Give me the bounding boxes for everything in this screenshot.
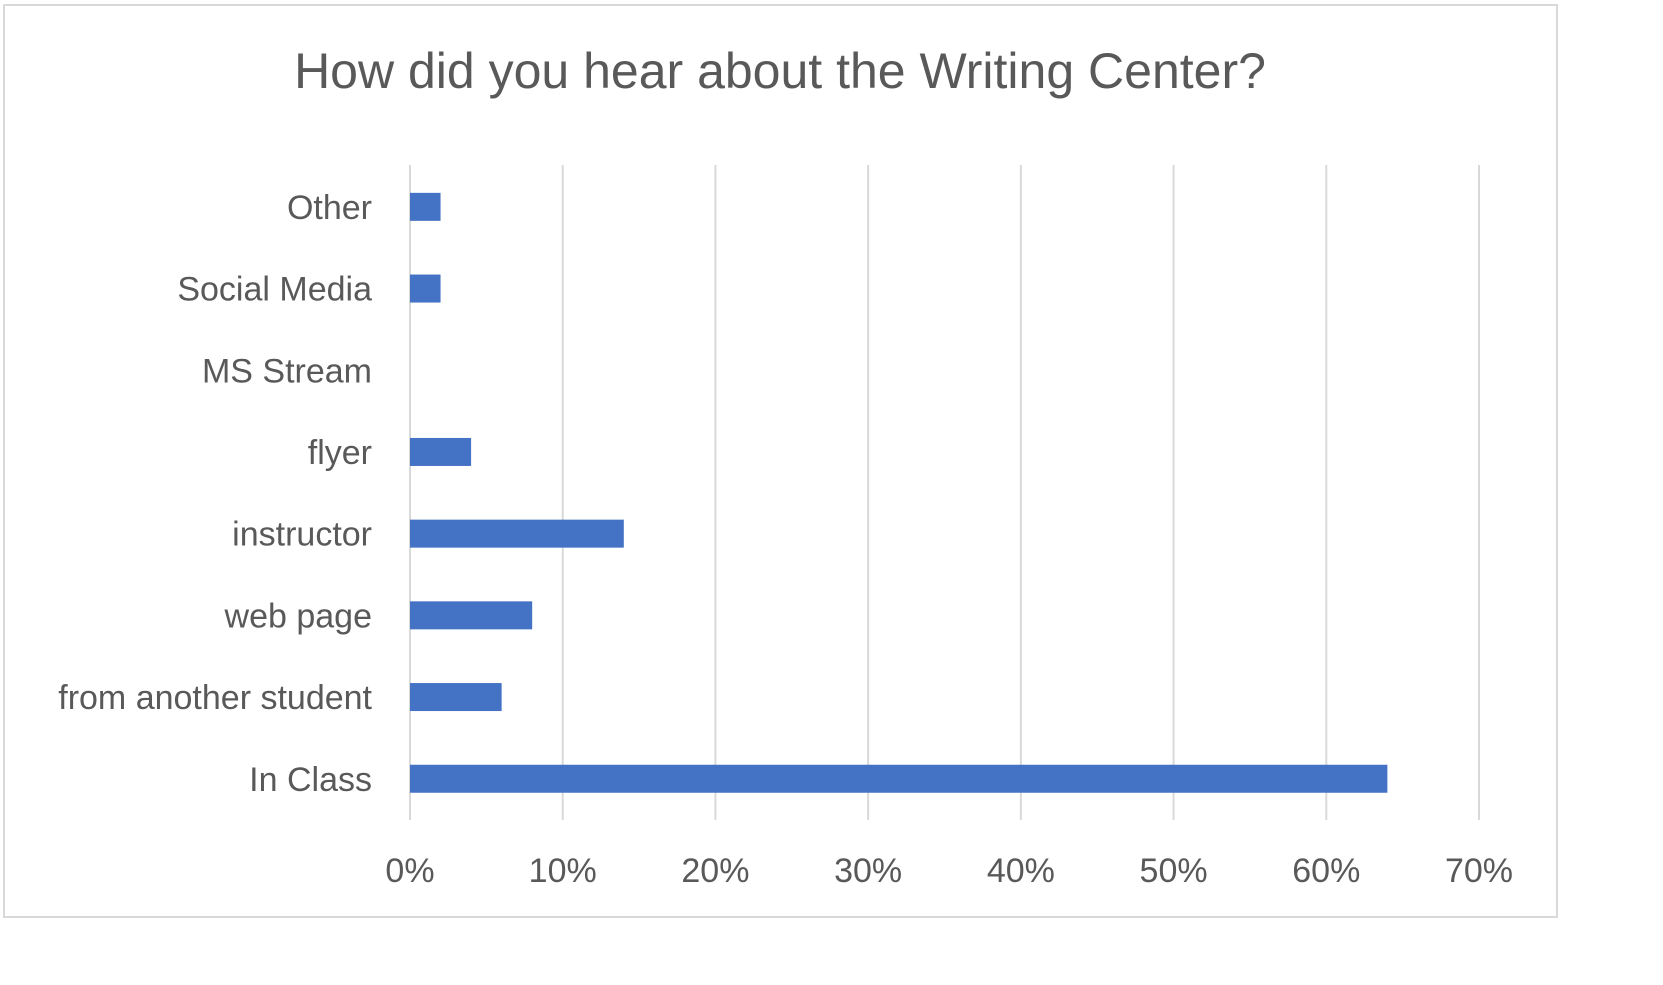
- x-tick-label: 40%: [987, 852, 1055, 890]
- category-label: web page: [224, 597, 372, 635]
- category-label: In Class: [249, 761, 372, 799]
- category-labels: Other Social Media MS Stream flyer instructo…: [58, 189, 372, 799]
- bar: [410, 192, 441, 221]
- bar: [410, 601, 533, 630]
- chart-title: How did you hear about the Writing Cente…: [294, 43, 1266, 99]
- category-label: flyer: [308, 434, 372, 472]
- x-tick-label: 50%: [1140, 852, 1208, 890]
- bar: [410, 519, 624, 548]
- x-tick-label: 10%: [529, 852, 597, 890]
- x-tick-label: 60%: [1292, 852, 1360, 890]
- category-label: from another student: [58, 679, 372, 717]
- bar: [410, 683, 502, 712]
- x-tick-label: 30%: [834, 852, 902, 890]
- category-label: Social Media: [177, 271, 372, 309]
- x-tick-label: 20%: [681, 852, 749, 890]
- gridlines: [409, 165, 1480, 820]
- bar: [410, 274, 441, 303]
- category-label: MS Stream: [202, 352, 372, 390]
- category-label: instructor: [232, 516, 372, 554]
- bar: [410, 437, 472, 466]
- bar: [410, 764, 1388, 793]
- bars: [410, 192, 1388, 793]
- x-tick-label: 70%: [1445, 852, 1513, 890]
- category-label: Other: [287, 189, 372, 227]
- x-tick-label: 0%: [385, 852, 434, 890]
- x-axis-tick-labels: 0% 10% 20% 30% 40% 50% 60% 70%: [385, 852, 1513, 890]
